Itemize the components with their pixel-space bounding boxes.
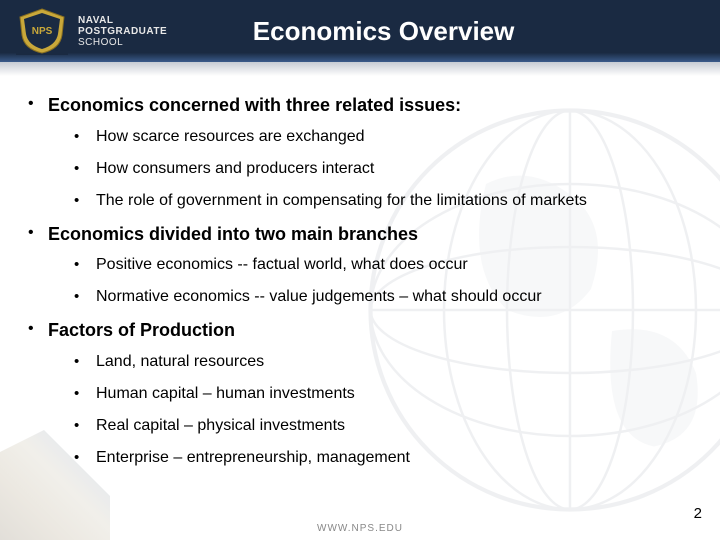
bullet-icon: • bbox=[28, 319, 48, 340]
list-item: Human capital – human investments bbox=[96, 384, 692, 404]
section-heading: Economics concerned with three related i… bbox=[48, 94, 692, 117]
slide-body: • Economics concerned with three related… bbox=[0, 76, 720, 468]
bullet-icon: • bbox=[74, 127, 96, 147]
bullet-icon: • bbox=[74, 287, 96, 307]
list-item: How consumers and producers interact bbox=[96, 159, 692, 179]
shield-icon: NPS bbox=[16, 7, 68, 55]
slide-title: Economics Overview bbox=[167, 16, 720, 47]
header-shadow bbox=[0, 62, 720, 76]
bullet-icon: • bbox=[74, 448, 96, 468]
bullet-icon: • bbox=[74, 384, 96, 404]
section-heading: Factors of Production bbox=[48, 319, 692, 342]
logo-line3: SCHOOL bbox=[78, 37, 167, 48]
logo-line1: NAVAL bbox=[78, 15, 167, 26]
list-item: Normative economics -- value judgements … bbox=[96, 287, 692, 307]
logo-text: NAVAL POSTGRADUATE SCHOOL bbox=[78, 15, 167, 48]
bullet-icon: • bbox=[74, 159, 96, 179]
page-number: 2 bbox=[694, 505, 702, 522]
svg-text:NPS: NPS bbox=[32, 26, 53, 37]
list-item: Real capital – physical investments bbox=[96, 416, 692, 436]
list-item: Positive economics -- factual world, wha… bbox=[96, 255, 692, 275]
list-item: Land, natural resources bbox=[96, 352, 692, 372]
bullet-icon: • bbox=[74, 416, 96, 436]
bullet-icon: • bbox=[28, 223, 48, 244]
nps-logo: NPS NAVAL POSTGRADUATE SCHOOL bbox=[16, 7, 167, 55]
list-item: How scarce resources are exchanged bbox=[96, 127, 692, 147]
bullet-icon: • bbox=[74, 191, 96, 211]
logo-line2: POSTGRADUATE bbox=[78, 26, 167, 37]
bullet-icon: • bbox=[74, 255, 96, 275]
section-heading: Economics divided into two main branches bbox=[48, 223, 692, 246]
bullet-icon: • bbox=[28, 94, 48, 115]
slide-header: NPS NAVAL POSTGRADUATE SCHOOL Economics … bbox=[0, 0, 720, 62]
footer-url: WWW.NPS.EDU bbox=[317, 523, 403, 534]
bullet-icon: • bbox=[74, 352, 96, 372]
list-item: Enterprise – entrepreneurship, managemen… bbox=[96, 448, 692, 468]
list-item: The role of government in compensating f… bbox=[96, 191, 692, 211]
